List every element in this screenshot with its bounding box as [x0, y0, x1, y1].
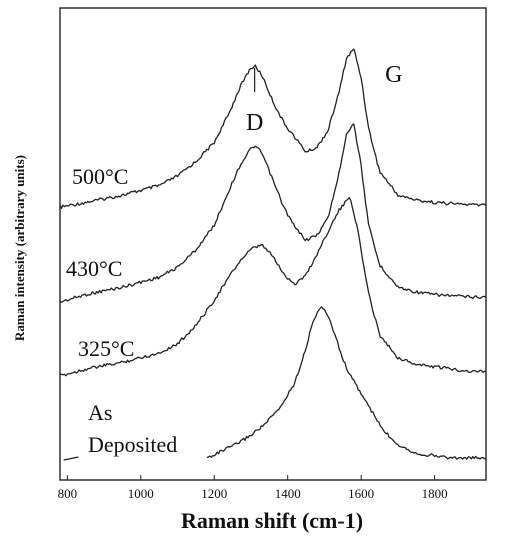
x-axis-label: Raman shift (cm-1) — [181, 508, 363, 533]
series-line-0 — [59, 48, 487, 209]
peak-label: D — [246, 110, 263, 136]
series-layer — [59, 48, 487, 461]
plot-frame — [59, 7, 487, 481]
x-tick-label: 1800 — [422, 486, 448, 501]
series-line-3 — [206, 306, 487, 460]
x-tick-label: 1400 — [275, 486, 301, 501]
x-tick-label: 1200 — [201, 486, 227, 501]
series-label: 325°C — [78, 336, 134, 361]
peak-label: G — [385, 62, 402, 88]
series-label: 430°C — [66, 256, 122, 281]
series-line-1 — [59, 123, 487, 303]
peak-labels: DG — [246, 62, 402, 136]
series-line-fragment — [63, 456, 79, 461]
series-label: As — [88, 400, 112, 425]
y-axis-label: Raman intensity (arbitrary units) — [12, 155, 27, 341]
series-line-2 — [59, 196, 487, 377]
x-tick-label: 1000 — [128, 486, 154, 501]
x-tick-label: 800 — [58, 486, 78, 501]
series-label: 500°C — [72, 164, 128, 189]
x-tick-label: 1600 — [348, 486, 374, 501]
x-axis-ticks — [66, 475, 436, 480]
series-label: Deposited — [88, 432, 177, 457]
series-labels: 500°C 430°C 325°C As Deposited — [66, 164, 177, 457]
x-tick-labels: 800 1000 1200 1400 1600 1800 — [58, 486, 448, 501]
